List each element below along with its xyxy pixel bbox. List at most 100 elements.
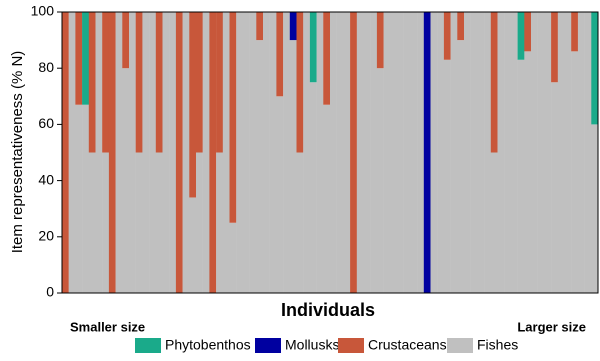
bar-segment	[122, 12, 130, 69]
bar-segment	[557, 12, 565, 293]
bar-segment	[504, 12, 512, 293]
bar-segment	[544, 12, 552, 293]
bar-segment	[584, 12, 592, 293]
bar-segment	[464, 12, 471, 293]
bar-segment	[323, 104, 331, 293]
bar-segment	[537, 12, 545, 293]
bar-segment	[551, 12, 558, 83]
bar-segment	[443, 59, 451, 293]
bar-segment	[135, 12, 143, 153]
y-tick-label: 100	[31, 3, 55, 19]
bar-segment	[229, 222, 237, 293]
bar-segment	[316, 12, 324, 293]
bar-segment	[88, 152, 96, 293]
bar-segment	[437, 12, 445, 293]
bar-segment	[417, 12, 424, 293]
bar-segment	[196, 152, 203, 293]
bar-segment	[68, 12, 76, 293]
bar-segment	[229, 12, 237, 223]
bar-segment	[376, 12, 384, 69]
bar-segment	[403, 12, 411, 293]
bar-segment	[397, 12, 404, 293]
bar-segment	[142, 12, 150, 293]
bar-segment	[129, 12, 136, 293]
legend-label: Fishes	[477, 337, 518, 353]
bar-segment	[343, 12, 351, 293]
bar-segment	[571, 12, 579, 52]
bar-segment	[289, 12, 297, 41]
bar-segment	[571, 51, 579, 294]
bar-segment	[222, 12, 230, 293]
bar-segment	[75, 12, 83, 105]
bar-segment	[249, 12, 257, 293]
y-tick-label: 60	[38, 115, 54, 131]
bar-segment	[376, 68, 384, 293]
x-axis-label: Individuals	[281, 300, 375, 320]
bar-segment	[531, 12, 538, 293]
bar-segment	[283, 12, 290, 293]
bar-segment	[296, 152, 304, 293]
bar-segment	[216, 152, 223, 293]
bar-segment	[189, 12, 197, 198]
bar-segment	[276, 12, 284, 97]
bar-segment	[370, 12, 378, 293]
bar-segment	[95, 12, 103, 293]
bar-segment	[564, 12, 572, 293]
bar-segment	[363, 12, 371, 293]
bar-segment	[309, 12, 317, 83]
bar-segment	[62, 12, 69, 293]
bar-segment	[102, 12, 110, 153]
bar-segment	[175, 12, 183, 293]
bar-segment	[135, 152, 143, 293]
bar-segment	[323, 12, 331, 105]
bar-segment	[517, 59, 525, 293]
bar-segment	[330, 12, 337, 293]
bar-segment	[510, 12, 518, 293]
bar-segment	[383, 12, 391, 293]
bar-segment	[202, 12, 210, 293]
bar-segment	[256, 12, 264, 41]
bar-segment	[470, 12, 478, 293]
bar-segment	[577, 12, 585, 293]
bar-segment	[484, 12, 491, 293]
bar-segment	[256, 40, 264, 293]
bar-segment	[390, 12, 398, 293]
legend-swatch	[338, 338, 364, 353]
y-tick-label: 20	[38, 228, 54, 244]
bar-segment	[242, 12, 250, 293]
bar-segment	[169, 12, 177, 293]
bar-segment	[517, 12, 525, 60]
bar-segment	[303, 12, 311, 293]
plot-frame	[61, 11, 599, 294]
bar-segment	[350, 12, 357, 293]
legend-swatch	[255, 338, 281, 353]
legend-label: Mollusks	[285, 337, 339, 353]
legend-label: Crustaceans	[368, 337, 447, 353]
bar-segment	[423, 12, 431, 293]
y-tick-label: 40	[38, 171, 54, 187]
bar-segment	[82, 12, 89, 105]
y-tick-label: 0	[46, 284, 54, 300]
annotation: Larger size	[517, 319, 586, 334]
bar-segment	[108, 12, 116, 293]
bar-segment	[115, 12, 123, 293]
bar-segment	[443, 12, 451, 60]
bar-segment	[269, 12, 277, 293]
bar-segment	[155, 12, 163, 153]
bar-segment	[75, 104, 83, 293]
bar-segment	[82, 104, 89, 293]
bar-segment	[236, 12, 244, 293]
bar-segment	[189, 197, 197, 293]
legend-swatch	[135, 338, 161, 353]
bar-segment	[497, 12, 505, 293]
bar-segment	[430, 12, 438, 293]
bar-segment	[209, 12, 217, 293]
bar-segment	[356, 12, 364, 293]
bar-segment	[263, 12, 270, 293]
bar-segment	[524, 51, 532, 294]
bar-segment	[336, 12, 344, 293]
bar-segment	[289, 40, 297, 293]
y-tick-label: 80	[38, 59, 54, 75]
legend-swatch	[447, 338, 473, 353]
bar-segment	[490, 12, 498, 153]
